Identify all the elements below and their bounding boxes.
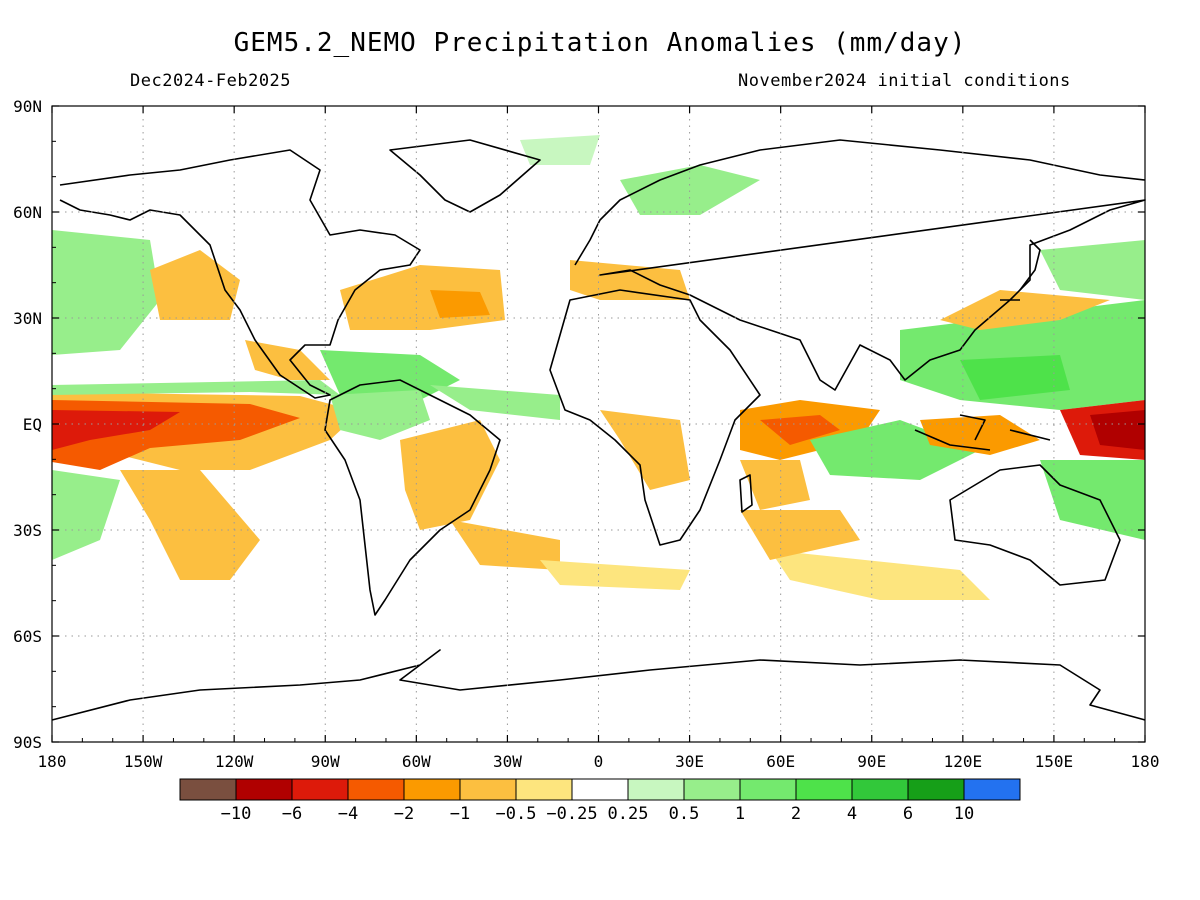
wet-region-northeast-asia (1040, 240, 1145, 300)
lat-label: EQ (23, 415, 42, 434)
colorbar-labels: −10 −6 −4 −2 −1 −0.5 −0.25 0.25 0.5 1 2 4 6 10 (221, 804, 975, 824)
coastline-greenland (389, 139, 541, 213)
lon-label: 90E (857, 752, 886, 771)
dry-region-central-africa (600, 410, 690, 490)
colorbar-label: −4 (338, 804, 358, 824)
lon-label: 120E (944, 752, 983, 771)
dry-region-central-pacific-peak (1090, 410, 1145, 450)
lon-label: 180 (38, 752, 67, 771)
lon-label: 60W (402, 752, 431, 771)
colorbar-swatch (515, 778, 573, 801)
colorbar-label: −10 (221, 804, 252, 824)
wet-band-tropical-atlantic (430, 385, 560, 420)
colorbar-swatch (907, 778, 965, 801)
map-title: GEM5.2_NEMO Precipitation Anomalies (mm/… (233, 28, 967, 58)
lon-label: 150E (1035, 752, 1074, 771)
lat-label: 60N (13, 203, 42, 222)
dry-region-south-pacific (120, 470, 260, 580)
coastlines (51, 139, 1146, 721)
dry-region-mozambique-channel (740, 510, 860, 560)
colorbar-label: 0.25 (608, 804, 649, 824)
lon-label: 150W (124, 752, 163, 771)
anomaly-field (52, 135, 1145, 600)
forecast-period: Dec2024-Feb2025 (130, 71, 292, 91)
wet-region-west-pacific-core (960, 355, 1070, 400)
dry-band-south-indian (770, 550, 990, 600)
colorbar-swatch (235, 778, 293, 801)
coastline-indonesia (914, 414, 1051, 451)
colorbar-swatch (627, 778, 685, 801)
initial-conditions-label: November2024 initial conditions (738, 71, 1071, 91)
axis-ticks (51, 105, 1146, 743)
wet-region-australia (1040, 460, 1145, 540)
lon-label: 30E (675, 752, 704, 771)
lat-label: 30S (13, 521, 42, 540)
dry-region-brazil (400, 420, 500, 530)
colorbar-label: −6 (282, 804, 302, 824)
dry-region-northwest-pacific (940, 290, 1110, 330)
coastline-north-america (59, 149, 421, 399)
colorbar-swatch (683, 778, 741, 801)
lon-label: 90W (311, 752, 340, 771)
coastline-south-america (324, 379, 501, 616)
dry-region-east-pacific-peak (52, 410, 180, 450)
dry-region-mediterranean (570, 260, 690, 300)
colorbar-label: 10 (954, 804, 974, 824)
colorbar-swatch (963, 778, 1021, 801)
wet-region-arctic (520, 135, 600, 165)
wet-region-amazon (330, 390, 430, 440)
wet-region-south-pacific (52, 470, 120, 560)
colorbar (179, 778, 1021, 801)
lat-label: 90S (13, 733, 42, 752)
colorbar-swatch (739, 778, 797, 801)
colorbar-swatch (403, 778, 461, 801)
lat-label: 30N (13, 309, 42, 328)
dry-region-northeast-pacific (150, 250, 240, 320)
colorbar-label: −0.5 (496, 804, 537, 824)
lat-label: 60S (13, 627, 42, 646)
coastline-africa (549, 289, 761, 546)
coastline-madagascar (739, 474, 753, 513)
colorbar-label: 2 (791, 804, 801, 824)
colorbar-swatch (795, 778, 853, 801)
colorbar-swatch (347, 778, 405, 801)
lon-label: 0 (594, 752, 604, 771)
lat-label: 90N (13, 97, 42, 116)
dry-band-south-atlantic (540, 560, 690, 590)
colorbar-label: 0.5 (669, 804, 700, 824)
colorbar-label: 1 (735, 804, 745, 824)
colorbar-label: 6 (903, 804, 913, 824)
axis-labels: 180 150W 120W 90W 60W 30W 0 30E 60E 90E 120E 150E 18… (13, 97, 1159, 771)
coastline-australia (949, 464, 1121, 586)
colorbar-label: −0.25 (546, 804, 597, 824)
colorbar-swatch (291, 778, 349, 801)
coastline-antarctica (51, 649, 1146, 721)
dry-region-gulf-of-mexico (245, 340, 330, 380)
lon-label: 180 (1131, 752, 1160, 771)
dry-region-southwest-atlantic (450, 520, 560, 570)
colorbar-swatch (459, 778, 517, 801)
lon-label: 60E (766, 752, 795, 771)
dry-region-southwest-indian (740, 460, 810, 510)
dry-region-north-atlantic-core (430, 290, 490, 318)
coastline-japan (1000, 239, 1041, 301)
colorbar-swatch (179, 778, 237, 801)
colorbar-label: 4 (847, 804, 857, 824)
wet-region-north-pacific (52, 230, 160, 355)
wet-band-north-tropical-pacific (52, 380, 340, 395)
colorbar-label: −1 (450, 804, 470, 824)
colorbar-swatch (571, 778, 629, 801)
dry-region-west-indian-ocean-core (760, 415, 840, 445)
wet-region-scandinavia (620, 165, 760, 215)
graticule (52, 106, 1145, 742)
lon-label: 30W (493, 752, 522, 771)
colorbar-swatch (851, 778, 909, 801)
wet-region-west-pacific (900, 300, 1145, 410)
lon-label: 120W (215, 752, 254, 771)
colorbar-label: −2 (394, 804, 414, 824)
